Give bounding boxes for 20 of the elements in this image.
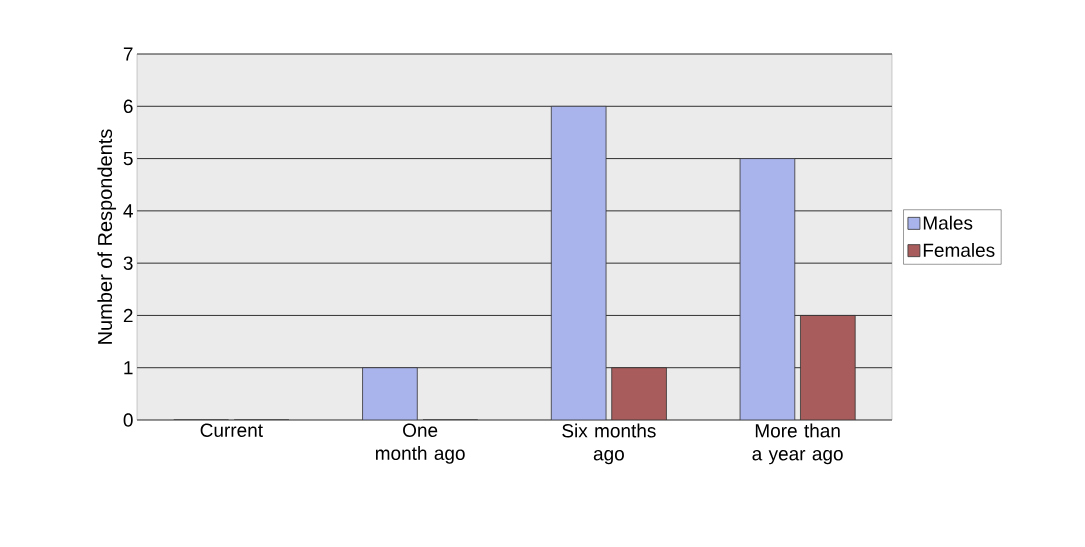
y-tick-label: 4 bbox=[123, 204, 133, 218]
bar bbox=[739, 158, 796, 420]
y-tick-label: 0 bbox=[123, 413, 133, 427]
x-tick-label: Current bbox=[200, 423, 263, 437]
legend-label: Females bbox=[923, 243, 995, 257]
y-axis-title: Number of Respondents bbox=[97, 129, 117, 344]
bar bbox=[362, 367, 418, 420]
y-tick-label: 5 bbox=[123, 151, 133, 166]
y-tick-label: 2 bbox=[123, 308, 133, 323]
y-tick-label: 7 bbox=[123, 47, 133, 61]
x-tick-label: One month ago bbox=[375, 423, 465, 464]
bar bbox=[550, 105, 607, 420]
y-tick-label: 1 bbox=[124, 361, 133, 375]
bar bbox=[800, 315, 856, 420]
legend-label: Males bbox=[923, 215, 973, 230]
x-tick-label: More than a year ago bbox=[752, 423, 843, 465]
y-tick-label: 3 bbox=[123, 256, 133, 270]
x-tick-label: Six months ago bbox=[562, 423, 656, 465]
y-tick-label: 6 bbox=[123, 99, 133, 114]
bar bbox=[611, 367, 667, 420]
